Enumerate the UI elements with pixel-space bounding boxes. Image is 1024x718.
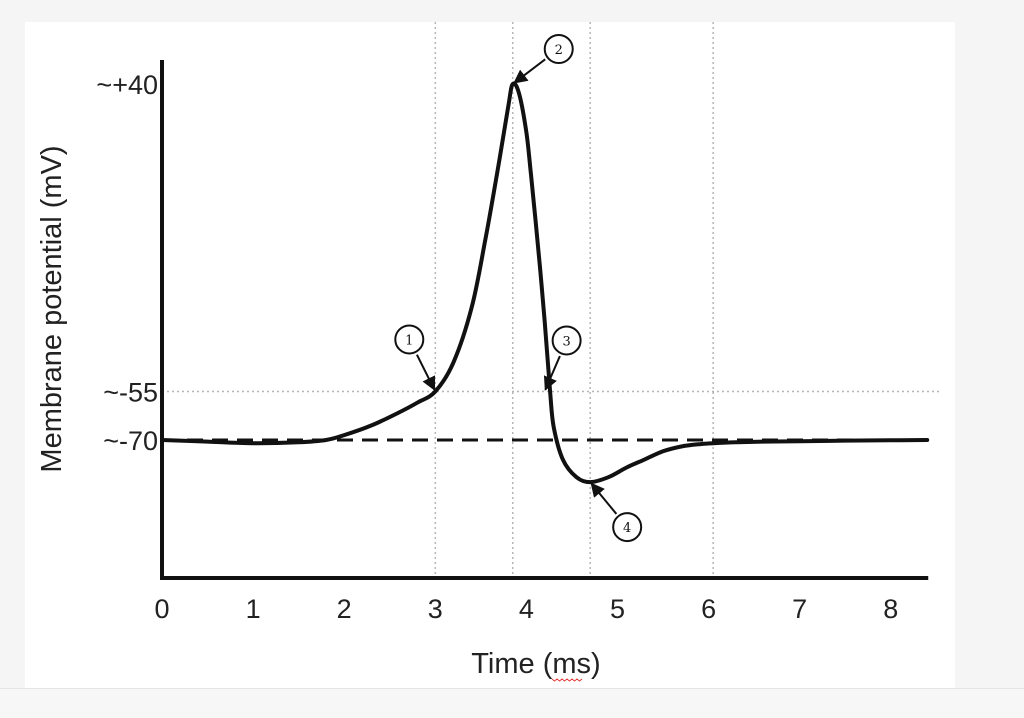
marker-arrow [590,482,618,515]
marker-label: 3 [562,334,570,349]
spellcheck-underline [551,678,583,682]
marker-circle [612,512,643,543]
spellcheck-squiggle [551,678,583,682]
phase-marker-1: 1 [394,324,436,391]
y-tick-labels: ~+40 ~-55 ~-70 [96,70,158,456]
phase-marker-3: 3 [543,325,582,391]
x-tick-label: 7 [792,594,807,624]
y-tick-label: ~-55 [103,377,158,407]
marker-label: 4 [623,521,631,536]
phase-marker-4: 4 [590,482,643,543]
marker-label: 1 [405,333,413,348]
bottom-strip [0,688,1024,718]
marker-circle [551,325,582,356]
phase-marker-2: 2 [513,34,574,84]
marker-arrow [543,355,561,391]
axes [160,60,929,580]
marker-label: 2 [555,43,563,58]
membrane-potential-series [160,81,930,485]
y-axis-title: Membrane potential (mV) [36,145,68,472]
y-tick-label: ~+40 [96,70,158,100]
marker-arrow [416,354,436,391]
x-tick-label: 6 [701,594,716,624]
chart-card: ~+40 ~-55 ~-70 0 1 2 3 4 5 6 7 8 1 2 3 4 Time (ms) Me… [25,22,955,688]
action-potential-line [160,81,930,485]
guide-lines [162,22,940,578]
marker-circle [543,34,574,64]
action-potential-chart: ~+40 ~-55 ~-70 0 1 2 3 4 5 6 7 8 1 2 3 4 Time (ms) Me… [36,22,940,682]
x-tick-label: 8 [883,594,898,624]
x-axis-title: Time (ms) [471,648,600,680]
y-tick-label: ~-70 [103,426,158,456]
x-tick-label: 0 [154,594,169,624]
x-tick-label: 3 [428,594,443,624]
marker-arrow [513,58,546,84]
x-tick-label: 1 [246,594,261,624]
x-tick-labels: 0 1 2 3 4 5 6 7 8 [154,594,898,624]
x-tick-label: 5 [610,594,625,624]
phase-markers: 1 2 3 4 [394,34,643,543]
x-tick-label: 4 [519,594,534,624]
x-tick-label: 2 [337,594,352,624]
marker-circle [394,324,425,355]
